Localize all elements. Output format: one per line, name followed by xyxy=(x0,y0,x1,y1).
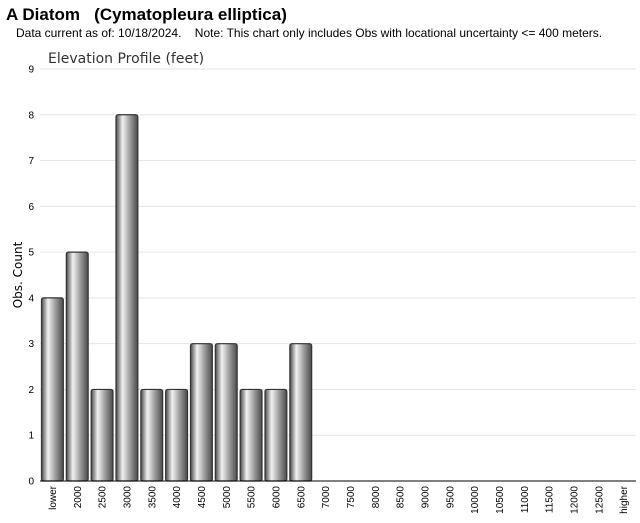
x-tick-label: 12000 xyxy=(569,486,580,514)
x-tick-label: 5000 xyxy=(222,486,233,509)
x-tick-label: 8000 xyxy=(371,486,382,509)
x-tick-label: 10000 xyxy=(470,486,481,514)
x-tick-label: 6000 xyxy=(271,486,282,509)
x-tick-label: 7500 xyxy=(346,486,357,509)
y-tick-label: 3 xyxy=(28,339,34,350)
bar xyxy=(65,251,89,482)
x-tick-label: lower xyxy=(48,485,59,510)
y-tick-label: 8 xyxy=(28,110,34,121)
bar xyxy=(214,343,238,482)
y-axis-label: Obs. Count xyxy=(11,241,25,308)
x-tick-label: 3500 xyxy=(147,486,158,509)
x-tick-label: 11000 xyxy=(520,486,531,514)
x-tick-label: 5500 xyxy=(247,486,258,509)
x-tick-label: 8500 xyxy=(396,486,407,509)
bar xyxy=(115,114,139,482)
page-title: A Diatom (Cymatopleura elliptica) xyxy=(6,5,287,24)
x-tick-label: 4500 xyxy=(197,486,208,509)
y-tick-label: 0 xyxy=(28,477,34,488)
y-tick-label: 4 xyxy=(28,293,34,304)
bar xyxy=(40,297,64,482)
x-tick-label: 11500 xyxy=(545,486,556,514)
bar xyxy=(239,388,263,482)
bar xyxy=(90,388,114,482)
y-tick-label: 9 xyxy=(28,65,34,76)
y-tick-label: 2 xyxy=(28,385,34,396)
x-tick-label: 9000 xyxy=(420,486,431,509)
x-tick-label: 2000 xyxy=(73,486,84,509)
x-tick-label: 4000 xyxy=(172,486,183,509)
chart-title: Elevation Profile (feet) xyxy=(48,51,204,67)
x-tick-label: 10500 xyxy=(495,486,506,514)
x-tick-label: 7000 xyxy=(321,486,332,509)
x-tick-label: 9500 xyxy=(445,486,456,509)
y-tick-label: 5 xyxy=(28,248,34,259)
bar xyxy=(165,388,189,482)
x-tick-label: 12500 xyxy=(594,486,605,514)
y-tick-label: 6 xyxy=(28,202,34,213)
y-tick-label: 1 xyxy=(28,431,34,442)
x-tick-label: higher xyxy=(619,485,630,513)
bar xyxy=(189,343,213,482)
x-tick-label: 6500 xyxy=(296,486,307,509)
x-tick-label: 3000 xyxy=(122,486,133,509)
bar xyxy=(140,388,164,482)
y-tick-label: 7 xyxy=(28,156,34,167)
bar xyxy=(264,388,288,482)
x-tick-label: 2500 xyxy=(98,486,109,509)
bar xyxy=(289,343,313,482)
data-note: Data current as of: 10/18/2024. Note: Th… xyxy=(16,26,603,40)
